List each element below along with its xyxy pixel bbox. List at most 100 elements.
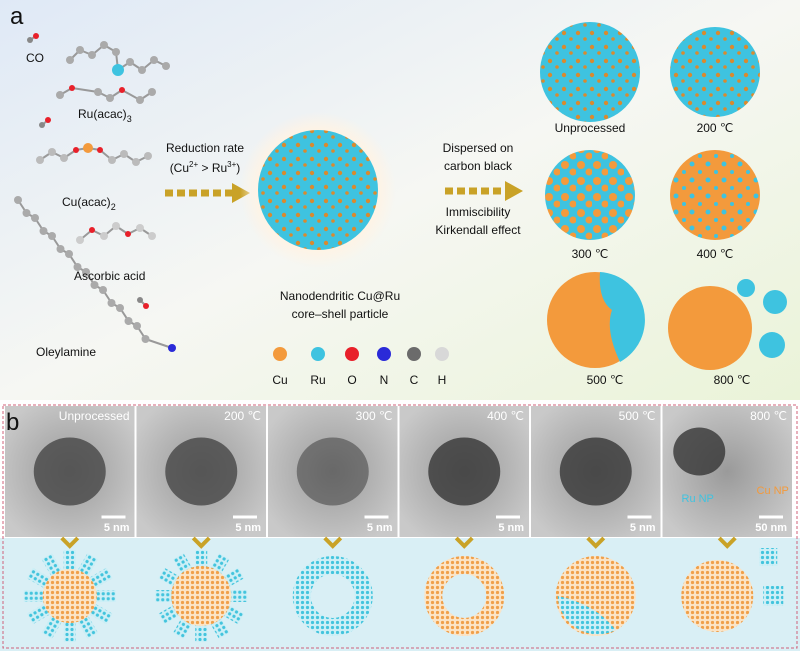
atom (22, 209, 31, 217)
atom (119, 87, 125, 93)
atom (120, 150, 128, 158)
atom (136, 96, 144, 104)
scale-label: 5 nm (104, 522, 130, 534)
atom (126, 58, 134, 66)
atom (99, 286, 107, 294)
atom (48, 148, 56, 156)
atom (112, 222, 120, 230)
atom (76, 46, 84, 54)
legend-swatch (407, 347, 421, 361)
connector (191, 536, 211, 549)
molecule-label: Ru(acac)3 (78, 107, 132, 124)
legend-label: Ru (310, 373, 325, 387)
atom (94, 88, 102, 96)
atom (89, 227, 95, 233)
condition-label: 500 ℃ (587, 373, 624, 387)
arrow (445, 181, 523, 201)
legend-label: Cu (272, 373, 287, 387)
atom (137, 297, 143, 303)
molecules (14, 33, 176, 352)
scale-label: 5 nm (235, 522, 261, 534)
ru-particle (759, 548, 778, 566)
ru-shell (93, 590, 116, 602)
tem-label: 200 ℃ (224, 409, 261, 423)
tem-particle (673, 427, 726, 476)
tem-particle (296, 437, 369, 506)
atom (124, 317, 133, 325)
atom (148, 88, 156, 96)
atom (144, 152, 152, 160)
condition-label: 400 ℃ (697, 247, 734, 261)
particle (668, 279, 787, 370)
atom (150, 56, 158, 64)
atom (73, 263, 82, 271)
step-text: (Cu2+ > Ru3+) (170, 160, 241, 175)
particle (540, 22, 640, 122)
particle (670, 27, 760, 117)
tem-label: 400 ℃ (487, 409, 524, 423)
scale-label: 5 nm (498, 522, 524, 534)
atom (66, 56, 74, 64)
atom (39, 122, 45, 128)
legend-label: N (380, 373, 389, 387)
atom (36, 156, 44, 164)
atom (45, 117, 51, 123)
cu-particle (681, 560, 754, 632)
connector (586, 536, 606, 549)
legend-swatch (311, 347, 325, 361)
atom (112, 48, 120, 56)
frame (2, 404, 798, 649)
scale-label: 5 nm (367, 522, 393, 534)
molecule-label: Oleylamine (36, 345, 96, 359)
atom (97, 147, 103, 153)
atom (107, 299, 116, 307)
atom (162, 62, 170, 70)
atom (56, 91, 64, 99)
core (171, 566, 232, 626)
tem-label: 300 ℃ (356, 409, 393, 423)
atom (90, 281, 99, 289)
particle (545, 150, 635, 240)
atom (125, 231, 131, 237)
legend-swatch (377, 347, 391, 361)
scale-label: 5 nm (630, 522, 656, 534)
panel-label: b (6, 409, 19, 436)
tem-label: 500 ℃ (619, 409, 656, 423)
atom (56, 245, 65, 253)
ru-shell (63, 620, 76, 642)
atom (39, 227, 48, 235)
atom (100, 232, 108, 240)
tem-image (662, 406, 792, 537)
legend-label: C (410, 373, 419, 387)
atom (76, 236, 84, 244)
atom (168, 344, 176, 352)
atom (141, 335, 150, 343)
atom (100, 41, 108, 49)
tem-label: 800 ℃ (750, 409, 787, 423)
atom (83, 143, 93, 153)
atom (132, 158, 140, 166)
atom (27, 37, 33, 43)
atom (116, 304, 124, 312)
atom (136, 224, 144, 232)
panel-a-bg (0, 0, 800, 400)
atom (69, 85, 75, 91)
connector (717, 536, 737, 549)
atom (133, 322, 141, 330)
tem-label: Unprocessed (59, 409, 130, 423)
condition-label: 800 ℃ (714, 373, 751, 387)
legend-swatch (435, 347, 449, 361)
bond (71, 87, 99, 93)
core-shell-particle (258, 130, 378, 250)
atom (108, 156, 116, 164)
step-text: Reduction rate (166, 141, 244, 155)
connector (323, 536, 343, 549)
atom (148, 232, 156, 240)
ru-particle (763, 586, 784, 606)
molecule-label: Ascorbic acid (74, 269, 145, 283)
atom (138, 66, 146, 74)
condition-label: 200 ℃ (697, 121, 734, 135)
annotation: Cu NP (757, 485, 789, 497)
tem-particle (165, 437, 238, 506)
void (310, 574, 355, 618)
